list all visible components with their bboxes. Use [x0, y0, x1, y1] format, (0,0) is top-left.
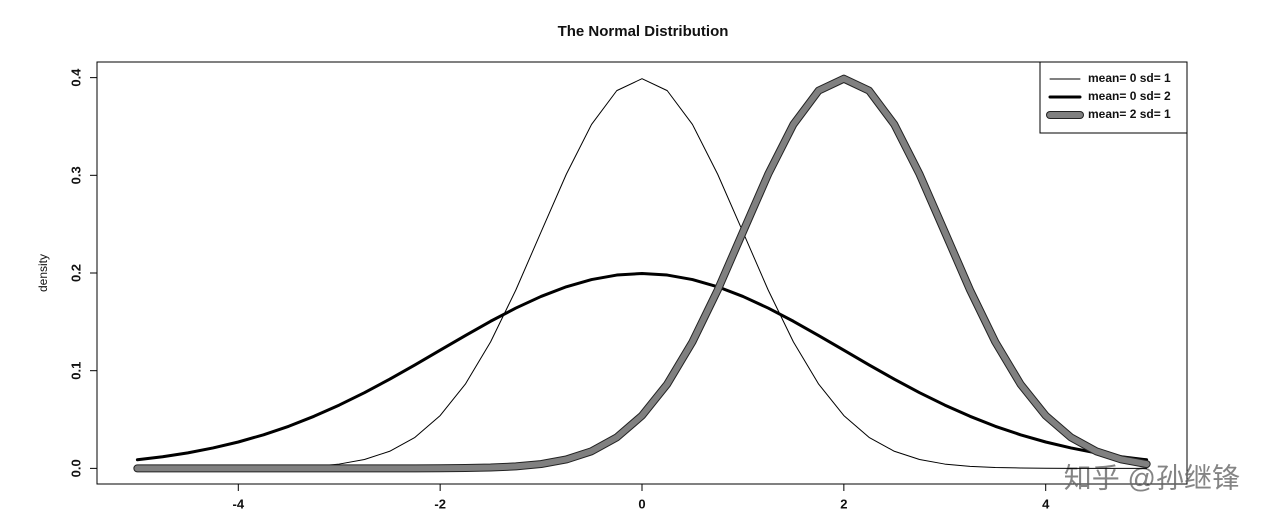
legend-label: mean= 0 sd= 1 — [1088, 71, 1171, 85]
watermark: 知乎 @孙继锋 — [1064, 462, 1240, 493]
x-tick-label: 2 — [840, 496, 847, 511]
y-tick-label: 0.1 — [68, 362, 83, 380]
chart-title: The Normal Distribution — [558, 23, 729, 40]
x-tick-label: -4 — [233, 496, 245, 511]
x-tick-label: 0 — [638, 496, 645, 511]
series-line — [134, 75, 1150, 472]
y-tick-label: 0.2 — [68, 264, 83, 282]
x-tick-label: 4 — [1042, 496, 1050, 511]
y-tick-label: 0.0 — [68, 459, 83, 477]
y-tick-label: 0.4 — [68, 68, 83, 87]
series-line — [135, 271, 1149, 462]
legend-label: mean= 0 sd= 2 — [1088, 89, 1171, 103]
x-tick-label: -2 — [434, 496, 446, 511]
y-tick-label: 0.3 — [68, 166, 83, 184]
y-axis-label: density — [36, 254, 50, 292]
legend-label: mean= 2 sd= 1 — [1088, 107, 1171, 121]
